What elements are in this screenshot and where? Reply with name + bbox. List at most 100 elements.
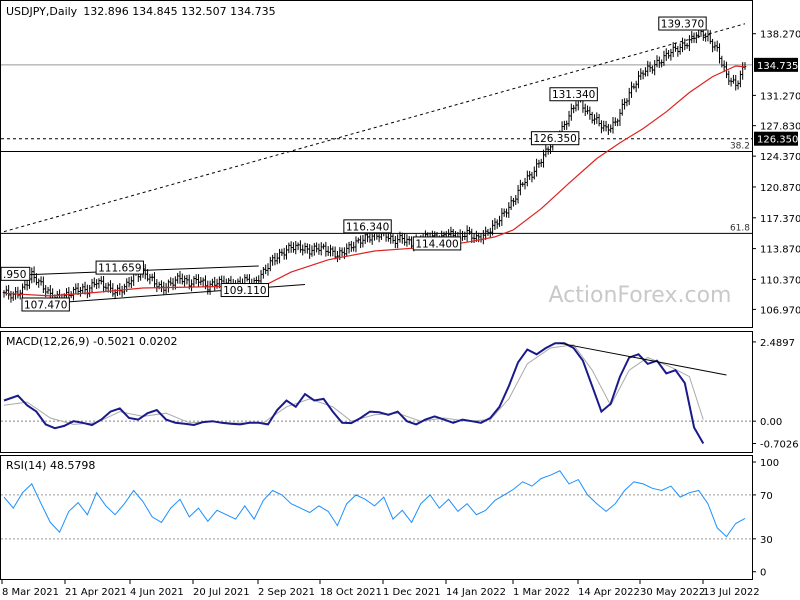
price-bar <box>197 274 200 287</box>
price-bar <box>266 263 270 276</box>
price-bar <box>718 43 721 64</box>
price-bar <box>651 65 654 74</box>
price-bar <box>470 228 473 243</box>
price-bar <box>410 236 413 249</box>
price-bar <box>653 60 656 76</box>
x-tick-label: 30 May 2022 <box>640 587 705 598</box>
price-annotation: 139.370 <box>658 16 707 31</box>
price-annotation: 109.110 <box>220 283 270 298</box>
price-bar <box>347 241 351 254</box>
macd-trendline <box>559 342 727 376</box>
svg-text:134.735: 134.735 <box>757 61 798 72</box>
price-bar <box>641 70 645 80</box>
price-bar <box>639 68 642 80</box>
price-bar <box>16 286 20 299</box>
price-bar <box>287 242 291 254</box>
price-bar <box>97 278 101 289</box>
price-bar <box>604 120 608 132</box>
price-bar <box>394 235 397 249</box>
rsi-line <box>3 470 746 538</box>
price-bar <box>30 267 33 284</box>
price-bar <box>662 50 666 66</box>
price-bar <box>465 225 469 242</box>
macd-panel <box>0 331 753 453</box>
price-bar <box>586 105 589 115</box>
price-bar <box>146 269 149 282</box>
price-bar <box>736 80 740 90</box>
price-bar <box>315 242 318 253</box>
svg-text:111.659: 111.659 <box>98 263 141 275</box>
price-bar <box>120 285 124 297</box>
price-bar <box>35 273 38 286</box>
price-bar <box>46 286 50 295</box>
price-panel <box>0 0 753 328</box>
price-bar <box>602 120 605 132</box>
price-bar <box>533 166 536 180</box>
price-bar <box>491 220 494 236</box>
price-bar <box>597 113 601 127</box>
current-price-tag: 134.735 <box>754 57 798 72</box>
price-bar <box>102 275 105 293</box>
y-tick-label: 127.830 <box>760 122 800 133</box>
price-bar <box>507 202 511 218</box>
price-bar <box>461 230 464 241</box>
price-bar <box>213 276 216 291</box>
price-bar <box>734 75 737 91</box>
svg-text:126.350: 126.350 <box>533 133 576 145</box>
price-annotation: 107.470 <box>21 297 70 312</box>
price-bar <box>468 226 471 235</box>
price-annotation: 131.340 <box>549 87 598 102</box>
long-term-trendline <box>3 23 746 233</box>
price-bar <box>32 266 36 283</box>
price-bar <box>570 103 573 121</box>
price-bar <box>519 179 522 196</box>
price-bar <box>713 41 717 51</box>
price-bar <box>296 242 300 251</box>
price-bar <box>324 241 328 257</box>
price-bar <box>528 170 531 180</box>
price-bar <box>709 30 712 44</box>
price-bar <box>607 123 610 135</box>
price-bar <box>523 177 527 190</box>
y-tick-label: 131.270 <box>760 91 800 102</box>
svg-text:139.370: 139.370 <box>661 19 704 31</box>
x-tick-label: 1 Mar 2022 <box>513 587 570 598</box>
rsi-tick-label: 0 <box>760 568 766 579</box>
price-bar <box>685 42 689 49</box>
price-bar <box>350 240 353 252</box>
x-tick-label: 8 Mar 2021 <box>2 587 59 598</box>
price-bar <box>194 274 198 285</box>
price-bar <box>368 232 372 243</box>
x-tick-label: 21 Apr 2021 <box>65 587 127 598</box>
price-bar <box>565 120 568 130</box>
price-bar <box>486 228 490 236</box>
x-tick-label: 14 Jan 2022 <box>446 587 506 598</box>
price-bar <box>148 273 152 285</box>
price-bar <box>540 158 543 168</box>
price-bar <box>618 108 622 126</box>
price-bar <box>100 276 103 285</box>
price-bar <box>706 29 710 42</box>
price-bar <box>308 244 311 259</box>
price-bar <box>665 48 668 61</box>
price-bar <box>2 290 6 298</box>
price-bar <box>537 159 541 168</box>
price-bar <box>711 38 714 53</box>
rsi-tick-label: 30 <box>760 535 773 546</box>
price-bar <box>257 275 260 284</box>
x-tick-label: 4 Jun 2021 <box>130 587 184 598</box>
macd-title: MACD(12,26,9) -0.5021 0.0202 <box>6 335 177 348</box>
price-bar <box>190 279 193 292</box>
price-bar <box>169 277 172 286</box>
price-bar <box>516 185 520 204</box>
price-bar <box>185 274 189 285</box>
price-bar <box>632 83 636 90</box>
macd-line <box>3 342 705 444</box>
price-bar <box>544 144 548 158</box>
price-bar <box>340 247 344 257</box>
price-bar <box>683 38 686 51</box>
price-bar <box>692 32 696 43</box>
price-bar <box>584 103 587 116</box>
price-bar <box>672 42 675 58</box>
price-bar <box>676 45 680 57</box>
